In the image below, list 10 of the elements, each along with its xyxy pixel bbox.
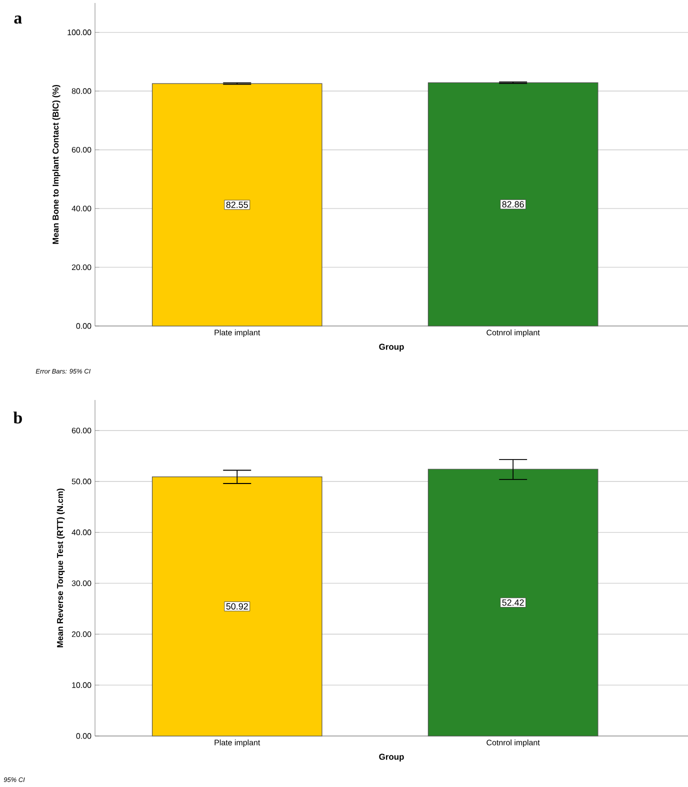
y-axis-title: Mean Reverse Torque Test (RTT) (N.cm): [56, 488, 64, 648]
data-label: 52.42: [502, 599, 524, 606]
data-label: 50.92: [226, 603, 248, 610]
y-axis-title: Mean Bone to Implant Contact (BIC) (%): [52, 84, 60, 244]
data-label: 82.86: [502, 201, 524, 208]
x-axis-title: Group: [378, 754, 404, 762]
data-label: 82.55: [226, 202, 248, 208]
x-axis-title: Group: [378, 344, 404, 352]
chart-title: a: [14, 16, 22, 24]
text: b: [13, 412, 22, 424]
